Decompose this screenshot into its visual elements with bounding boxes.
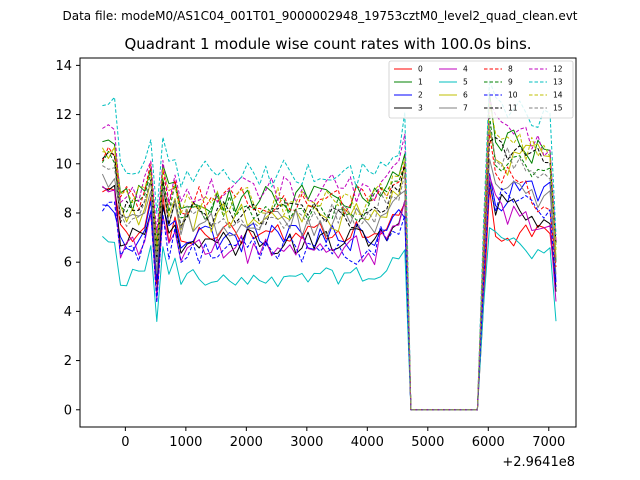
legend-label-2: 2 — [418, 91, 423, 100]
x-tick-label: 7000 — [532, 435, 565, 450]
plot-frame — [79, 57, 577, 428]
y-tick-label: 8 — [64, 206, 72, 221]
x-tick-label: 0 — [121, 435, 129, 450]
legend-label-12: 12 — [553, 65, 563, 74]
series-line-13 — [102, 79, 557, 411]
x-tick-label: 4000 — [351, 435, 384, 450]
legend-label-15: 15 — [553, 104, 563, 113]
legend-label-13: 13 — [553, 78, 563, 87]
legend-label-1: 1 — [418, 78, 423, 87]
x-tick-label: 1000 — [169, 435, 202, 450]
y-tick-label: 2 — [64, 354, 72, 369]
legend-label-4: 4 — [463, 65, 468, 74]
y-tick-label: 14 — [55, 59, 72, 74]
x-tick-label: 2000 — [230, 435, 263, 450]
y-tick-label: 4 — [64, 305, 72, 320]
y-axis-ticks: 0 2 4 6 8 10 12 14 — [55, 59, 80, 418]
legend-label-0: 0 — [418, 65, 423, 74]
chart-title: Quadrant 1 module wise count rates with … — [124, 35, 531, 53]
legend-label-14: 14 — [553, 91, 563, 100]
legend-label-10: 10 — [508, 91, 518, 100]
series-line-12 — [102, 99, 557, 411]
y-tick-label: 6 — [64, 256, 72, 271]
series-line-5 — [102, 227, 557, 411]
x-axis-ticks: 0 1000 2000 3000 4000 5000 6000 7000 — [121, 427, 565, 450]
x-tick-label: 5000 — [411, 435, 444, 450]
series-lines — [101, 79, 557, 411]
legend-label-9: 9 — [508, 78, 513, 87]
legend-box — [388, 60, 574, 119]
series-line-10 — [101, 183, 557, 411]
y-tick-label: 0 — [64, 403, 72, 418]
y-tick-label: 12 — [55, 108, 72, 123]
legend-label-3: 3 — [418, 104, 423, 113]
series-line-15 — [102, 123, 557, 411]
legend-label-7: 7 — [463, 104, 468, 113]
legend-label-8: 8 — [508, 65, 513, 74]
x-tick-label: 3000 — [290, 435, 323, 450]
x-axis-offset-label: +2.9641e8 — [502, 455, 575, 470]
legend-label-5: 5 — [463, 78, 468, 87]
y-tick-label: 10 — [55, 157, 72, 172]
legend-label-11: 11 — [508, 104, 518, 113]
x-tick-label: 6000 — [472, 435, 505, 450]
datafile-caption: Data file: modeM0/AS1C04_001T01_90000029… — [62, 9, 577, 23]
legend-label-6: 6 — [463, 91, 468, 100]
